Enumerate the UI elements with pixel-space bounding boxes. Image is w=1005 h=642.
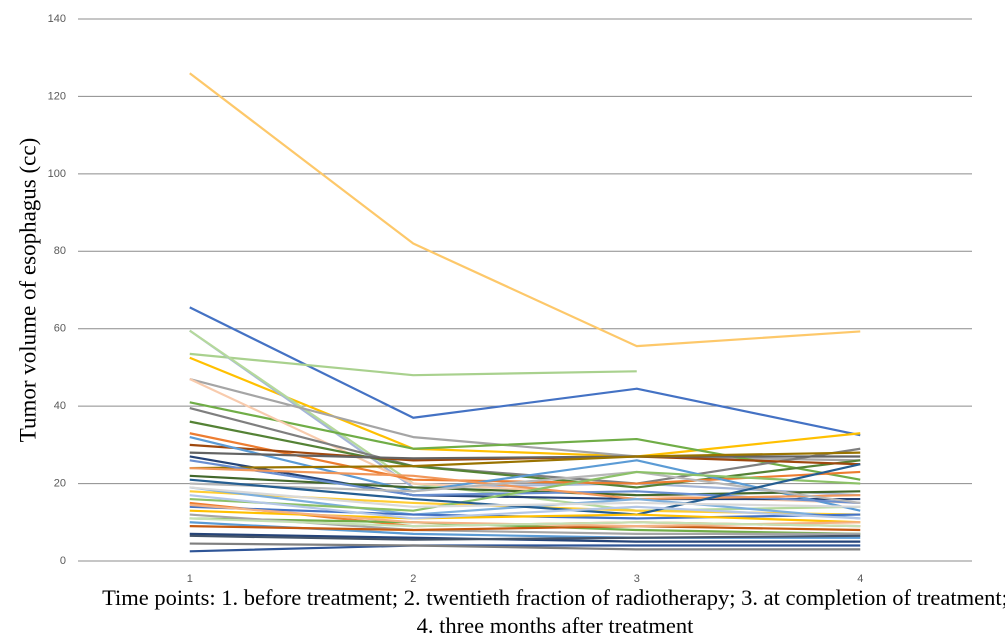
x-tick-label: 1 [187, 573, 193, 584]
series-line [189, 544, 861, 553]
series-line [189, 436, 861, 512]
series-line [189, 72, 861, 348]
series-line [189, 534, 861, 541]
x-tick-label: 2 [410, 573, 416, 584]
y-tick-label: 120 [48, 90, 66, 102]
y-tick-label: 60 [54, 323, 66, 335]
series-line [189, 494, 861, 520]
chart: Tumor volume of esophagus (cc) 0 20 40 60 80… [15, 13, 972, 584]
series-line [189, 352, 637, 377]
y-tick-label: 140 [48, 13, 66, 25]
series-line [189, 542, 861, 551]
y-tick-label: 0 [60, 555, 66, 567]
series-line [189, 356, 861, 458]
x-tick-label: 3 [634, 573, 640, 584]
y-tick-label: 20 [54, 477, 66, 489]
series-line [189, 486, 861, 508]
series-line [189, 306, 861, 437]
series-line [189, 451, 861, 470]
series-line [189, 470, 861, 505]
series-line [189, 470, 861, 512]
series-line [189, 377, 861, 462]
series-line [189, 463, 861, 516]
series-line [189, 525, 861, 532]
series-line [189, 517, 861, 535]
y-tick-label: 100 [48, 168, 66, 180]
series-line [189, 455, 861, 501]
series-line [189, 517, 861, 528]
x-axis-label: Time points: 1. before treatment; 2. twe… [102, 585, 1005, 638]
y-tick-label: 80 [54, 245, 66, 257]
y-tick-label: 40 [54, 400, 66, 412]
x-tick-label: 4 [857, 573, 863, 584]
series-line [189, 466, 861, 501]
series-line [189, 451, 861, 460]
y-axis-label: Tumor volume of esophagus (cc) [15, 138, 40, 443]
